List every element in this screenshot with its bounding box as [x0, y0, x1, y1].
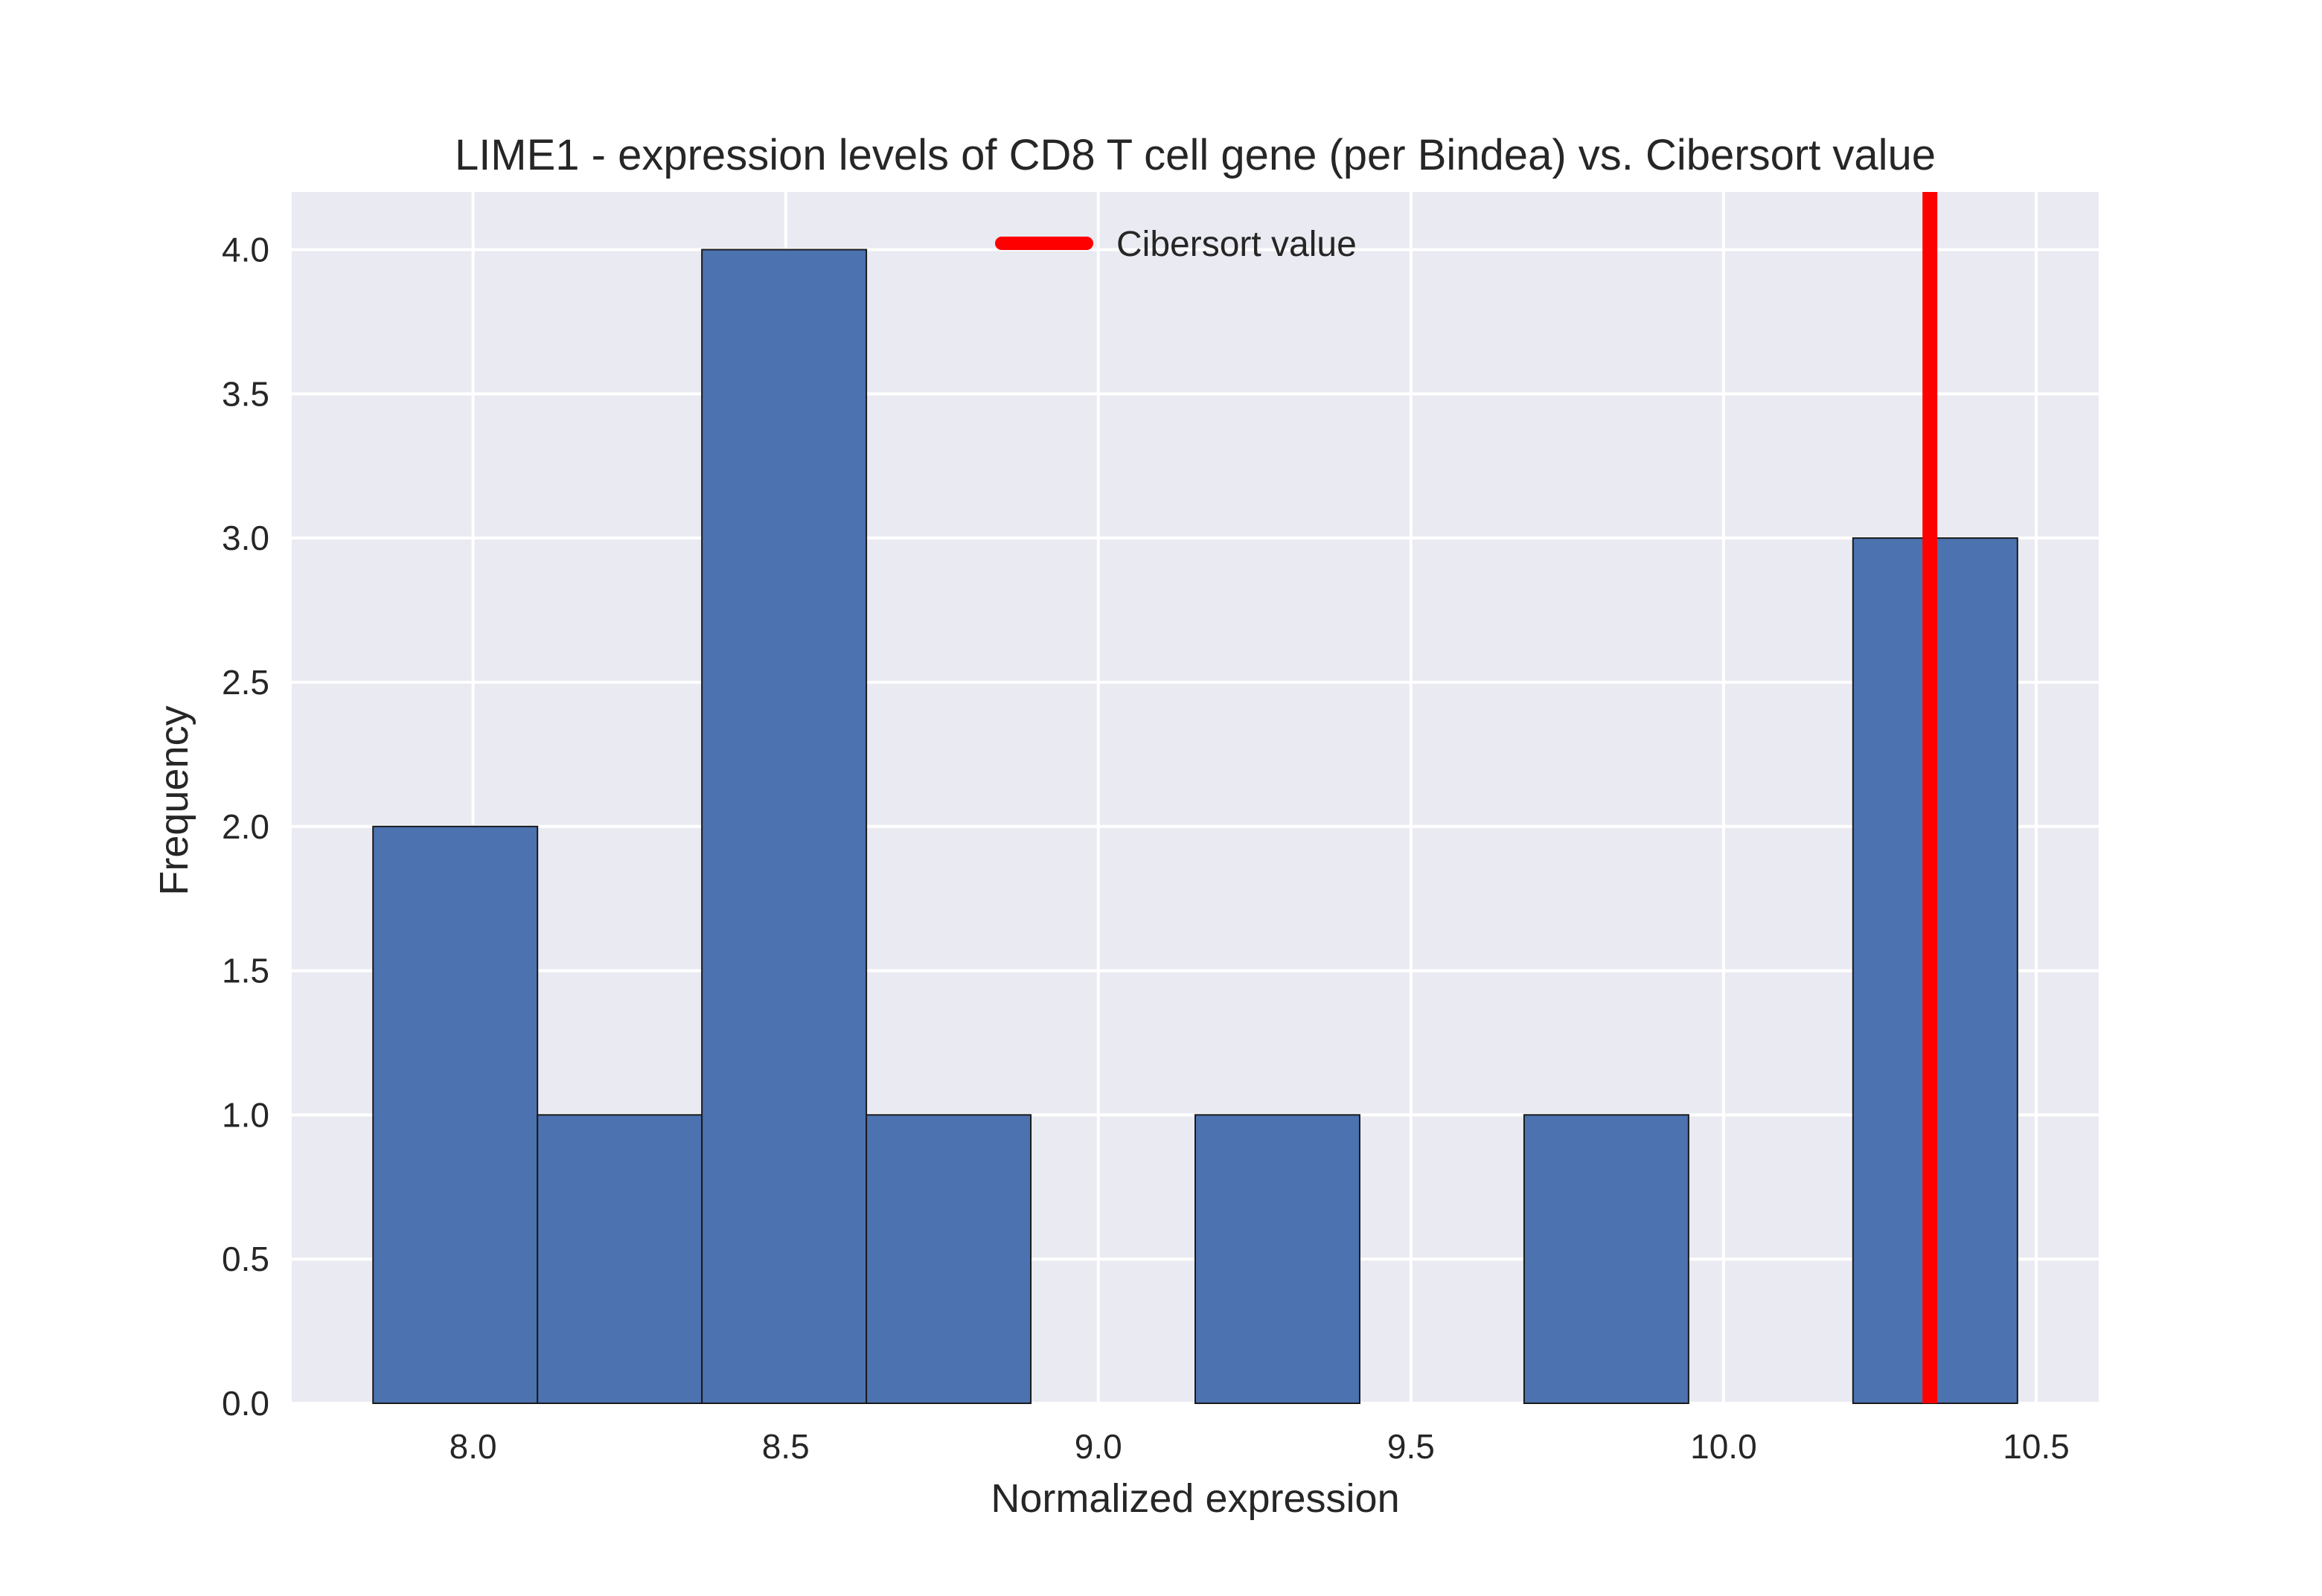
legend-label-cibersort: Cibersort value — [1116, 225, 1357, 264]
x-tick-label: 8.0 — [450, 1427, 497, 1466]
x-tick-label: 10.0 — [1690, 1427, 1757, 1466]
y-tick-label: 0.5 — [222, 1240, 269, 1278]
y-tick-label: 4.0 — [222, 231, 269, 269]
y-tick-label: 3.0 — [222, 519, 269, 557]
x-tick-label: 9.0 — [1075, 1427, 1122, 1466]
histogram-bar-1 — [537, 1114, 703, 1405]
y-tick-label: 2.0 — [222, 807, 269, 846]
histogram-bar-3 — [866, 1114, 1032, 1405]
histogram-bar-2 — [701, 249, 868, 1404]
x-tick-label: 8.5 — [762, 1427, 810, 1466]
x-axis-label: Normalized expression — [991, 1476, 1399, 1521]
y-axis-label: Frequency — [152, 705, 196, 895]
histogram-bar-5 — [1194, 1114, 1360, 1405]
chart-title: LIME1 - expression levels of CD8 T cell … — [455, 131, 1936, 179]
x-axis-ticks: 8.0 8.5 9.0 9.5 10.0 10.5 — [450, 1427, 2070, 1466]
x-tick-label: 10.5 — [2003, 1427, 2070, 1466]
y-tick-label: 3.5 — [222, 374, 269, 413]
histogram-bar-7 — [1523, 1114, 1689, 1405]
legend: Cibersort value — [995, 225, 1357, 264]
y-tick-label: 0.0 — [222, 1384, 269, 1423]
y-tick-label: 1.5 — [222, 952, 269, 990]
x-tick-label: 9.5 — [1387, 1427, 1435, 1466]
y-tick-label: 2.5 — [222, 663, 269, 702]
histogram-bar-0 — [372, 825, 539, 1405]
y-axis-ticks: 0.0 0.5 1.0 1.5 2.0 2.5 3.0 3.5 4.0 — [222, 231, 269, 1423]
y-tick-label: 1.0 — [222, 1095, 269, 1134]
